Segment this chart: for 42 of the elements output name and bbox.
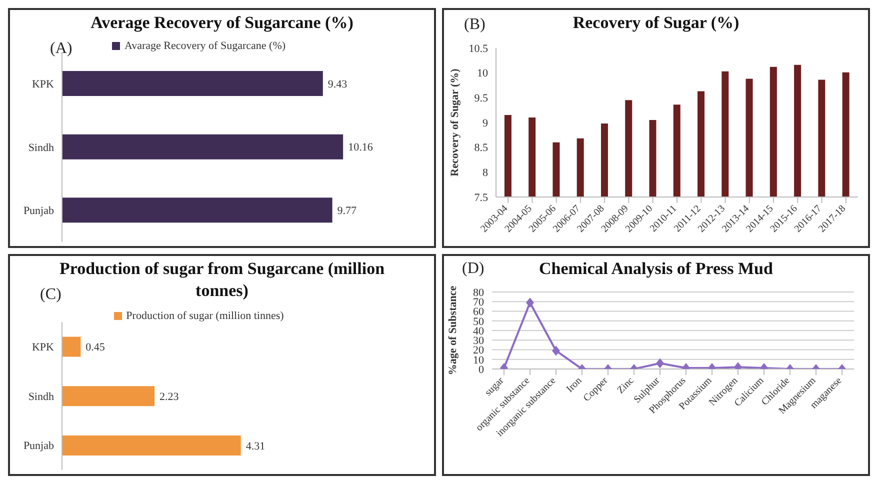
y-tick-label: 9 xyxy=(482,117,488,130)
point xyxy=(526,298,534,308)
y-tick-label: 10.5 xyxy=(468,42,488,55)
y-tick-label: 0 xyxy=(478,364,484,376)
text: (B) xyxy=(464,16,486,34)
data-label: 2.23 xyxy=(160,391,180,404)
chart-title: Average Recovery of Sugarcane (%) xyxy=(90,12,354,34)
y-tick-label: 80 xyxy=(473,286,484,299)
y-axis-title: Recovery of Sugar (%) xyxy=(448,68,461,176)
text: (D) xyxy=(462,260,484,278)
legend-label: Production of sugar (million tinnes) xyxy=(126,310,284,322)
y-tick-label: 10 xyxy=(473,354,484,366)
chart-title: Recovery of Sugar (%) xyxy=(572,13,740,32)
annotation: (A) xyxy=(50,40,72,58)
y-tick-label: 9.5 xyxy=(474,92,488,105)
y-tick-label: Sindh xyxy=(28,390,54,403)
y-tick-label: KPK xyxy=(32,78,54,91)
data-label: 0.45 xyxy=(86,342,106,354)
y-tick-label: Sindh xyxy=(28,142,54,154)
y-tick-label: 7.5 xyxy=(474,192,488,204)
y-tick-label: 50 xyxy=(473,316,484,328)
y-tick-label: 10 xyxy=(477,68,488,80)
data-label: 9.77 xyxy=(337,205,358,218)
y-tick-label: 20 xyxy=(473,344,484,357)
y-tick-label: 40 xyxy=(473,325,484,338)
x-tick-label: Zinc xyxy=(615,374,637,396)
y-tick-label: 30 xyxy=(473,335,484,348)
text: (C) xyxy=(40,286,62,304)
y-tick-label: 70 xyxy=(473,296,484,309)
y-axis-title: %age of Substance xyxy=(446,286,459,376)
data-label: 9.43 xyxy=(328,78,348,90)
y-tick-label: Punjab xyxy=(23,205,54,218)
y-tick-label: 8.5 xyxy=(474,142,488,154)
legend-label: Avarage Recovery of Sugarcane (%) xyxy=(124,40,286,52)
y-tick-label: KPK xyxy=(32,342,54,354)
y-tick-label: Punjab xyxy=(23,440,54,452)
y-tick-label: 8 xyxy=(482,167,488,180)
data-label: 4.31 xyxy=(246,440,266,452)
x-tick-label: Iron xyxy=(564,375,584,395)
chart-title: Chemical Analysis of Press Mud xyxy=(539,259,773,278)
y-tick-label: 60 xyxy=(473,306,484,318)
data-label: 10.16 xyxy=(348,142,374,154)
